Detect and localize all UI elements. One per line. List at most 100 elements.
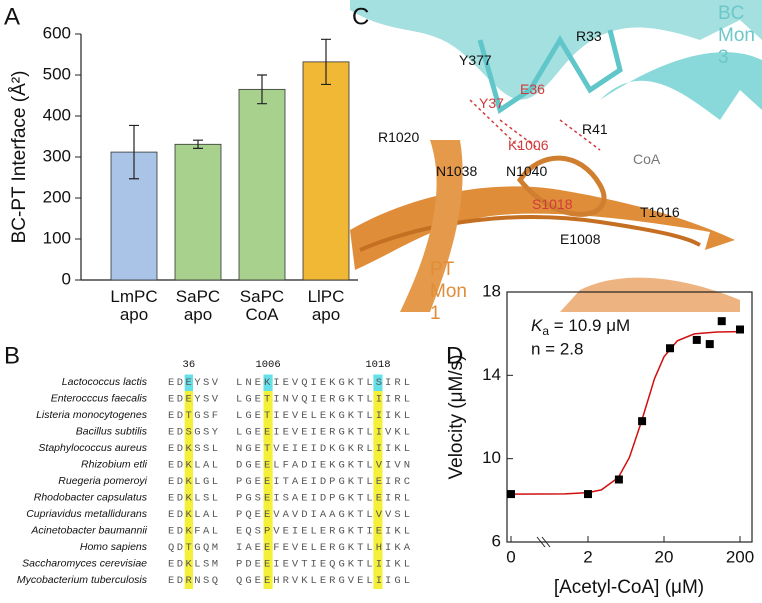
highlight — [373, 523, 383, 540]
species: Listeria monocytogenes — [36, 409, 148, 421]
species: Saccharomyces cerevisiae — [22, 557, 147, 569]
highlight — [184, 457, 193, 474]
structure-label: E1008 — [560, 231, 601, 247]
data-point — [736, 325, 744, 334]
x-tick-label: LmPC apo — [110, 287, 157, 324]
highlight — [184, 506, 193, 523]
highlight — [184, 424, 193, 441]
species: Homo sapiens — [80, 541, 148, 553]
species: Rhizobium etli — [81, 458, 148, 470]
highlight — [373, 556, 383, 573]
bar — [238, 88, 286, 281]
highlight — [184, 407, 193, 424]
residue-number: 36 — [183, 359, 196, 371]
highlight — [373, 572, 383, 589]
panel-label: A — [4, 3, 20, 30]
highlight — [373, 391, 383, 408]
data-point — [717, 317, 726, 326]
structure-label: S1018 — [532, 196, 573, 212]
annotation-symbol: K — [531, 316, 543, 335]
bar — [302, 61, 350, 281]
structure-label: K1006 — [508, 137, 549, 153]
panel-label: B — [4, 342, 20, 369]
species: Ruegeria pomeroyi — [58, 475, 147, 487]
sequence: LNEKIEVQIEKGKTLSIRL — [236, 377, 410, 389]
sequence: PGSEISAEIDPGKTLEIRL — [236, 492, 410, 504]
sequence: NGETVEIEIDKGKRLIIKL — [236, 443, 410, 455]
sequence: EDEYSV — [168, 377, 219, 389]
structure-label: BC Mon 3 — [718, 3, 755, 68]
highlight — [263, 374, 273, 391]
highlight — [263, 440, 273, 457]
structure-label: Y377 — [459, 52, 492, 68]
sequence: PDEEIEVTIEQGKTLIIKL — [236, 558, 410, 570]
y-tick-label: 300 — [43, 146, 71, 165]
error-bar — [257, 74, 267, 105]
error-bar — [193, 139, 203, 149]
scatter-axes — [506, 291, 753, 548]
y-tick-label: 14 — [482, 365, 501, 384]
data-point — [584, 490, 592, 499]
structure-label: Y37 — [479, 95, 504, 111]
highlight — [184, 523, 193, 540]
highlight — [263, 490, 273, 507]
annotation: n = 2.8 — [531, 339, 583, 358]
highlight — [263, 424, 273, 441]
highlight — [184, 374, 193, 391]
highlight — [184, 391, 193, 408]
sequence: LGEEIEVEIERGKTLIVKL — [236, 426, 410, 438]
structure-label: PT Mon 1 — [430, 259, 467, 324]
species: Enterocccus faecalis — [51, 392, 148, 404]
y-tick-label: 400 — [43, 105, 71, 124]
highlight — [184, 490, 193, 507]
highlight — [263, 473, 273, 490]
x-tick-label: SaPC CoA — [240, 287, 284, 324]
highlight — [263, 457, 273, 474]
species: Acinetobacter baumannii — [30, 524, 147, 536]
highlight — [263, 506, 273, 523]
x-tick-label: 20 — [655, 547, 674, 566]
highlight — [263, 556, 273, 573]
residue-number: 1018 — [365, 359, 390, 371]
data-point — [614, 475, 623, 484]
highlight — [184, 572, 193, 589]
species: Lactococcus lactis — [62, 376, 148, 388]
highlight — [263, 539, 273, 556]
y-tick-label: 600 — [43, 23, 71, 42]
species: Mycobacterium tuberculosis — [17, 574, 148, 586]
highlight — [184, 539, 193, 556]
structure-label: N1038 — [436, 163, 477, 179]
structure-label: CoA — [633, 151, 661, 167]
sequence: EQSPVEIELERGKTIEIKL — [236, 525, 410, 537]
highlight — [373, 490, 383, 507]
x-axis-label: [Acetyl-CoA] (μM) — [554, 577, 704, 598]
y-tick-label: 100 — [43, 228, 71, 247]
residue-number: 1006 — [255, 359, 280, 371]
data-point — [692, 335, 701, 344]
y-tick-label: 200 — [43, 187, 71, 206]
sequence: QGEEHRVKLERGVELIIGL — [236, 575, 410, 587]
structure-label: E36 — [520, 81, 545, 97]
highlight — [373, 539, 383, 556]
y-tick-label: 6 — [492, 531, 501, 550]
y-axis-label: BC-PT Interface (Å²) — [9, 71, 30, 244]
y-axis-label: Velocity (μM/s) — [446, 355, 467, 480]
highlight — [373, 374, 383, 391]
sequence: PGEEITAEIDPGKTLEIRC — [236, 476, 410, 488]
x-tick-label: 0 — [506, 547, 515, 566]
highlight — [373, 424, 383, 441]
data-point — [666, 344, 675, 353]
annotation-text: = 10.9 μM — [549, 316, 630, 335]
highlight — [263, 391, 273, 408]
sequence: EDSGSY — [168, 426, 219, 438]
error-bar — [321, 38, 331, 86]
structure-label: R1020 — [378, 129, 419, 145]
annotation-subscript: a — [542, 324, 549, 338]
highlight — [373, 506, 383, 523]
sequence: DGEELFADIEKGKTLVIVN — [236, 459, 410, 471]
species: Rhodobacter capsulatus — [34, 491, 148, 503]
structure-label: R33 — [576, 28, 602, 44]
error-bar — [129, 124, 139, 180]
highlight — [263, 572, 273, 589]
